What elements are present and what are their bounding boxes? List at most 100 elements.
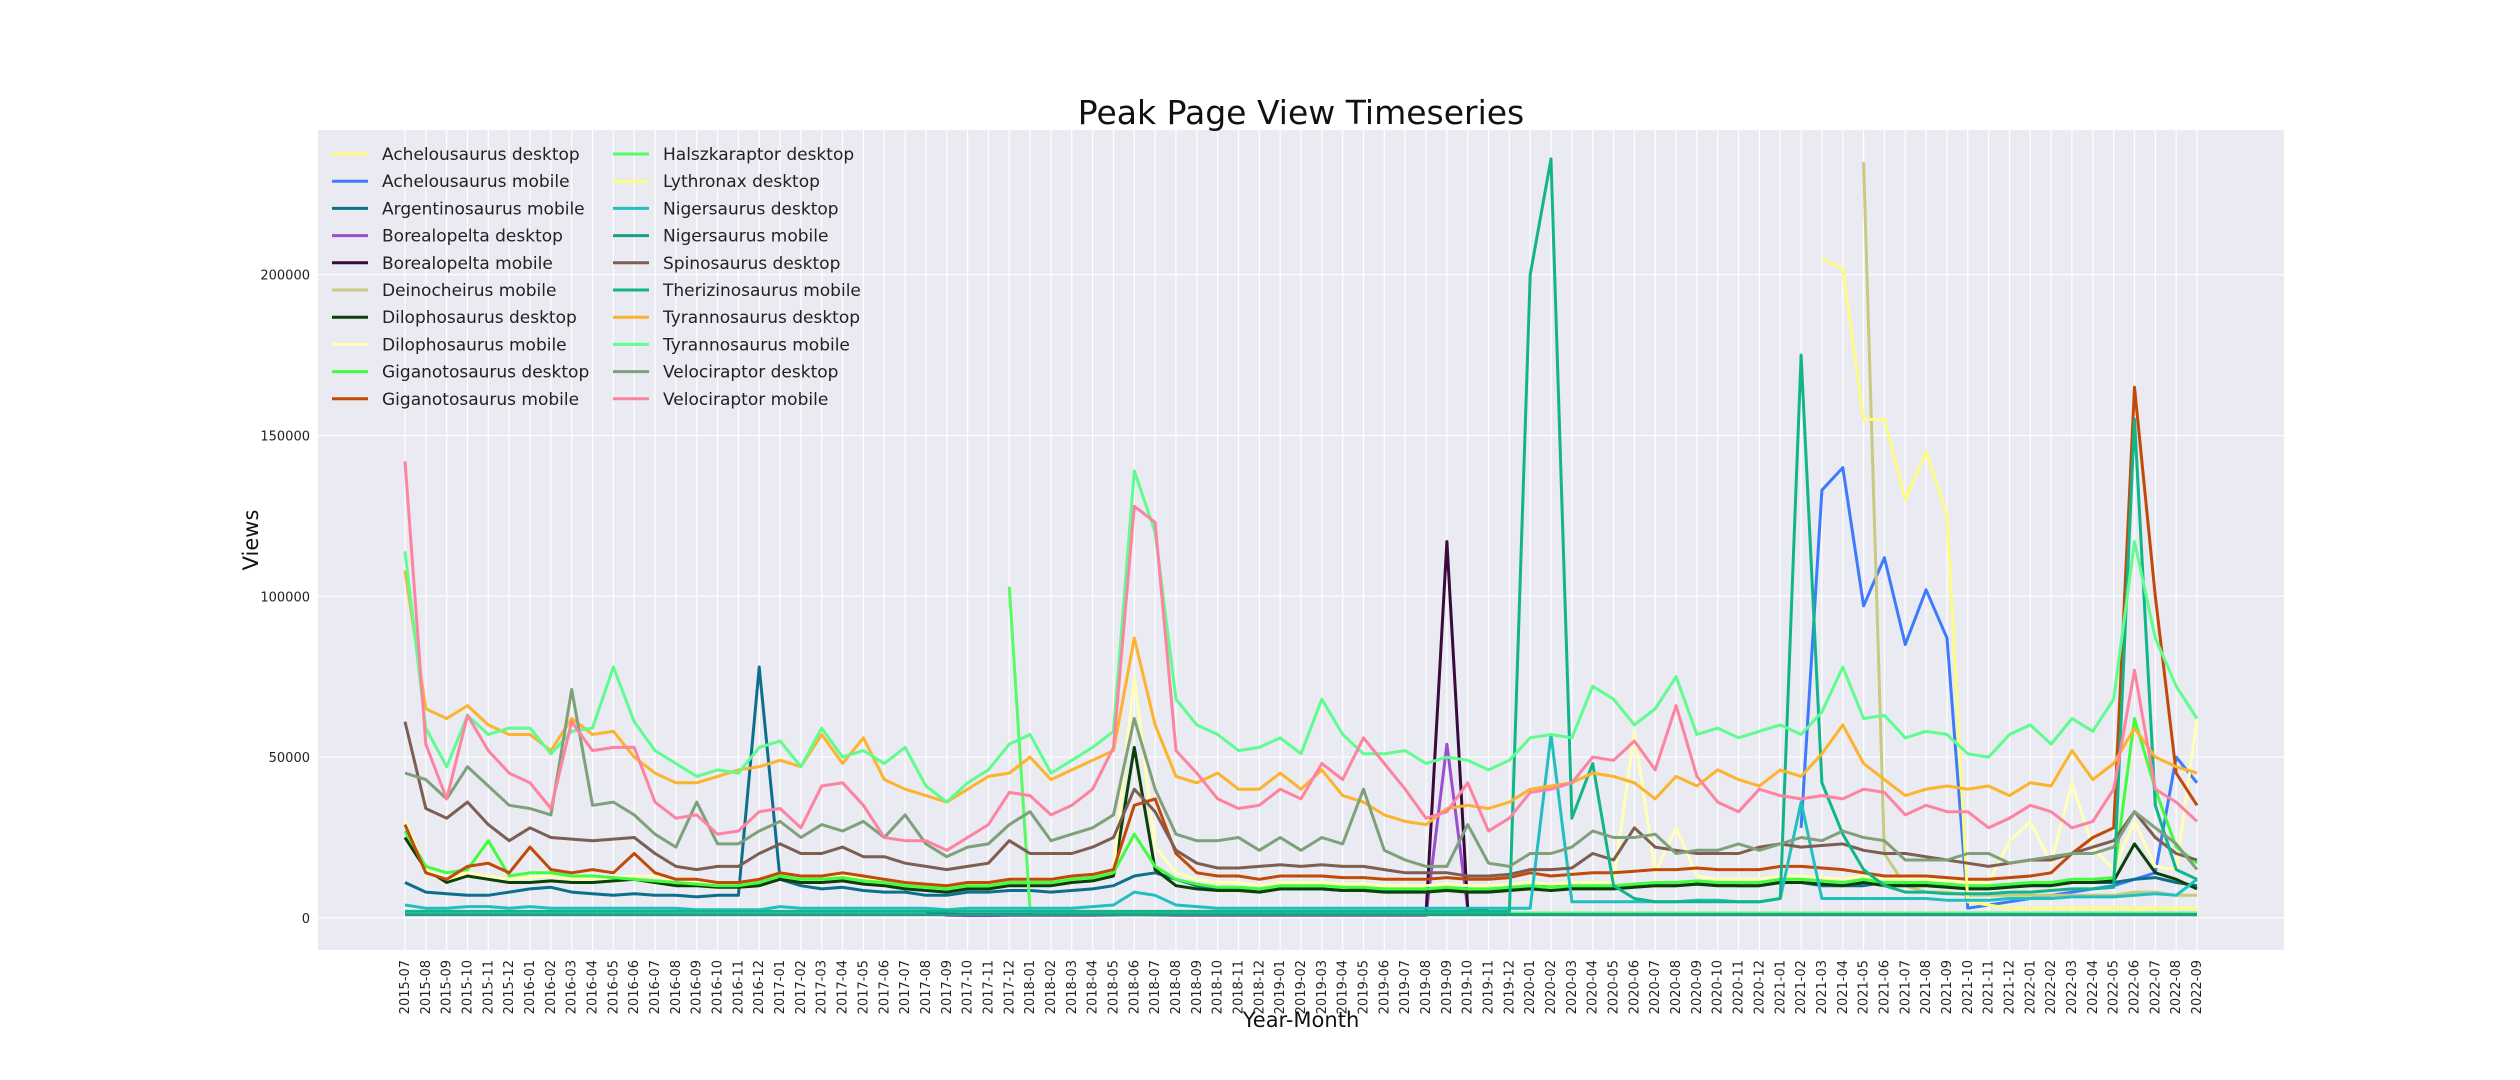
x-tick-label: 2020-02 — [1544, 960, 1559, 1014]
x-tick-label: 2017-12 — [1002, 960, 1017, 1014]
x-tick-label: 2018-07 — [1148, 960, 1163, 1014]
x-tick-label: 2016-07 — [648, 960, 663, 1014]
x-tick-label: 2017-09 — [940, 960, 955, 1014]
series-line-velociraptor-desktop — [404, 688, 2199, 871]
legend-label-spinosaurus-desktop: Spinosaurus desktop — [663, 254, 840, 274]
x-tick-label: 2021-07 — [1898, 960, 1913, 1014]
x-tick-label: 2017-07 — [898, 960, 913, 1014]
x-tick-label: 2018-10 — [1211, 960, 1226, 1014]
x-tick-label: 2018-08 — [1169, 960, 1184, 1014]
x-tick-label: 2021-01 — [1773, 960, 1788, 1014]
series-line-dilophosaurus-desktop — [403, 745, 2198, 894]
x-tick-label: 2015-07 — [398, 960, 413, 1014]
series-line-tyrannosaurus-desktop — [403, 570, 2198, 827]
legend: Achelousaurus desktop Achelousaurus mobil… — [332, 145, 861, 410]
x-tick-label: 2016-12 — [752, 960, 767, 1014]
y-tick-label: 100000 — [260, 590, 310, 605]
x-tick-label: 2019-08 — [1419, 960, 1434, 1014]
x-tick-label: 2020-09 — [1690, 960, 1705, 1014]
x-tick-label: 2022-04 — [2086, 960, 2101, 1014]
x-tick-label: 2020-08 — [1669, 960, 1684, 1014]
x-tick-label: 2016-11 — [731, 960, 746, 1014]
x-tick-label: 2021-03 — [1815, 960, 1830, 1014]
x-tick-label: 2017-04 — [836, 960, 851, 1014]
x-tick-label: 2022-03 — [2065, 960, 2080, 1014]
legend-label-borealopelta-desktop: Borealopelta desktop — [382, 227, 563, 247]
legend-label-deinocheirus-mobile: Deinocheirus mobile — [382, 281, 556, 301]
x-tick-label: 2017-11 — [981, 960, 996, 1014]
x-tick-label: 2020-03 — [1565, 960, 1580, 1014]
series-line-tyrannosaurus-mobile — [403, 469, 2199, 804]
x-tick-label: 2021-08 — [1919, 960, 1934, 1014]
legend-label-dilophosaurus-desktop: Dilophosaurus desktop — [382, 308, 577, 328]
legend-label-giganotosaurus-desktop: Giganotosaurus desktop — [382, 363, 589, 383]
x-tick-label: 2018-09 — [1190, 960, 1205, 1014]
x-tick-label: 2018-12 — [1252, 960, 1267, 1014]
legend-label-lythronax-desktop: Lythronax desktop — [663, 172, 820, 192]
x-tick-label: 2016-02 — [544, 960, 559, 1014]
x-tick-label: 2019-05 — [1357, 960, 1372, 1014]
series-line-lythronax-desktop — [1821, 257, 2197, 910]
x-tick-label: 2016-09 — [690, 960, 705, 1014]
x-tick-label: 2022-06 — [2127, 960, 2142, 1014]
x-tick-label: 2015-10 — [461, 960, 476, 1014]
x-tick-label: 2019-12 — [1502, 960, 1517, 1014]
x-tick-label: 2020-11 — [1732, 960, 1747, 1014]
x-tick-label: 2015-11 — [481, 960, 496, 1014]
x-tick-label: 2021-11 — [1982, 960, 1997, 1014]
x-tick-label: 2022-08 — [2169, 960, 2184, 1014]
series-line-giganotosaurus-desktop — [403, 717, 2198, 891]
series-line-velociraptor-mobile — [403, 461, 2199, 852]
legend-label-borealopelta-mobile: Borealopelta mobile — [382, 254, 553, 274]
x-tick-label: 2022-07 — [2148, 960, 2163, 1014]
x-tick-label: 2021-12 — [2002, 960, 2017, 1014]
series-lines — [403, 157, 2199, 918]
series-line-therizinosaurus-mobile — [405, 157, 2198, 913]
x-tick-label: 2015-08 — [419, 960, 434, 1014]
x-tick-label: 2022-02 — [2044, 960, 2059, 1014]
x-axis-ticks: 2015-07 2015-08 2015-09 2015-10 2015-11 2015-… — [398, 960, 2205, 1014]
legend-label-velociraptor-mobile: Velociraptor mobile — [663, 390, 828, 410]
x-tick-label: 2016-10 — [711, 960, 726, 1014]
x-tick-label: 2019-02 — [1294, 960, 1309, 1014]
x-tick-label: 2017-10 — [961, 960, 976, 1014]
x-tick-label: 2015-12 — [502, 960, 517, 1014]
x-tick-label: 2019-10 — [1461, 960, 1476, 1014]
x-tick-label: 2017-05 — [856, 960, 871, 1014]
y-axis-label: Views — [239, 510, 263, 571]
y-tick-label: 0 — [302, 912, 310, 927]
series-line-nigersaurus-desktop — [404, 733, 2198, 912]
legend-label-achelousaurus-desktop: Achelousaurus desktop — [382, 145, 580, 165]
series-line-deinocheirus-mobile — [1862, 162, 2197, 897]
x-tick-label: 2021-09 — [1940, 960, 1955, 1014]
series-line-giganotosaurus-mobile — [403, 385, 2199, 888]
x-tick-label: 2017-02 — [794, 960, 809, 1014]
x-tick-label: 2019-09 — [1440, 960, 1455, 1014]
legend-label-tyrannosaurus-mobile: Tyrannosaurus mobile — [662, 335, 850, 355]
x-tick-label: 2021-10 — [1961, 960, 1976, 1014]
x-tick-label: 2018-01 — [1023, 960, 1038, 1014]
x-tick-label: 2018-02 — [1044, 960, 1059, 1014]
x-tick-label: 2020-10 — [1711, 960, 1726, 1014]
x-tick-label: 2017-08 — [919, 960, 934, 1014]
x-tick-label: 2021-05 — [1857, 960, 1872, 1014]
legend-label-giganotosaurus-mobile: Giganotosaurus mobile — [382, 390, 579, 410]
x-tick-label: 2018-11 — [1231, 960, 1246, 1014]
x-tick-label: 2018-06 — [1127, 960, 1142, 1014]
y-tick-label: 50000 — [269, 751, 310, 766]
x-tick-label: 2019-01 — [1273, 960, 1288, 1014]
x-axis-label: Year-Month — [1242, 1008, 1360, 1032]
x-tick-label: 2016-03 — [565, 960, 580, 1014]
x-tick-label: 2016-08 — [669, 960, 684, 1014]
x-tick-label: 2017-06 — [877, 960, 892, 1014]
legend-label-argentinosaurus-mobile: Argentinosaurus mobile — [382, 199, 585, 219]
x-tick-label: 2020-12 — [1752, 960, 1767, 1014]
x-tick-label: 2016-06 — [627, 960, 642, 1014]
x-tick-label: 2016-04 — [586, 960, 601, 1014]
x-tick-label: 2020-01 — [1523, 960, 1538, 1014]
legend-label-tyrannosaurus-desktop: Tyrannosaurus desktop — [662, 308, 860, 328]
x-tick-label: 2018-05 — [1106, 960, 1121, 1014]
x-tick-label: 2019-07 — [1398, 960, 1413, 1014]
